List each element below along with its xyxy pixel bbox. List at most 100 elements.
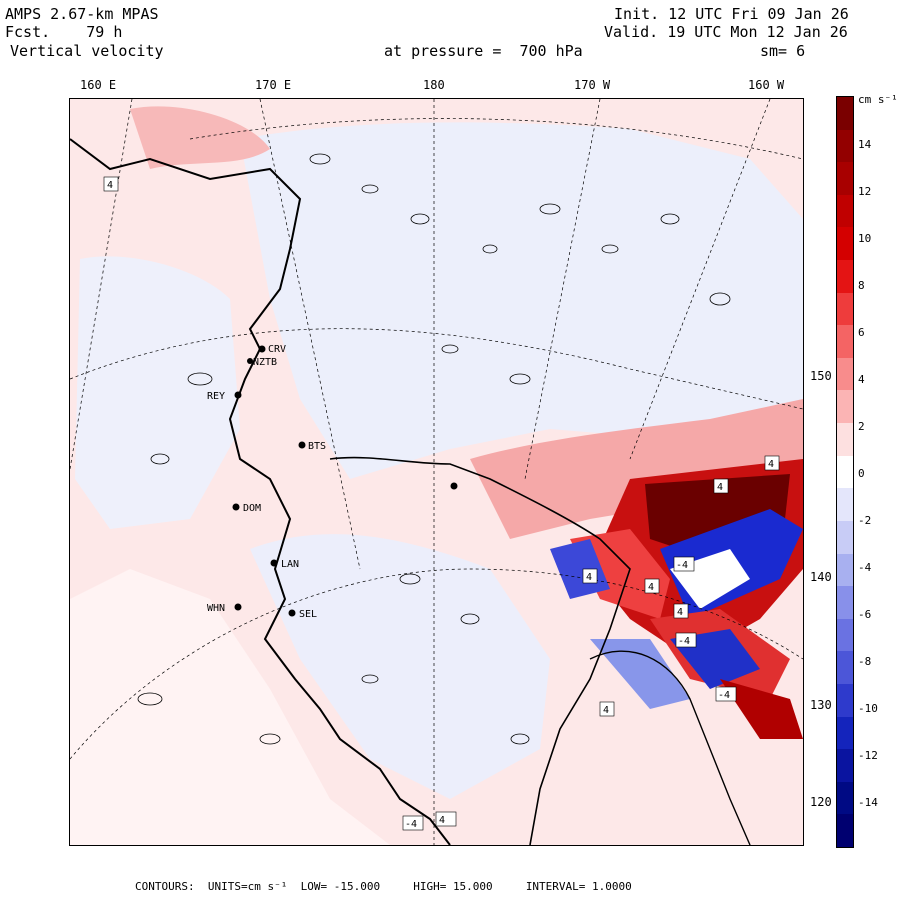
station-dot-nztb — [247, 358, 253, 364]
colorbar-tick-label: -4 — [858, 561, 872, 574]
colorbar-tick-label: 10 — [858, 232, 872, 245]
field-blue-zone-3 — [250, 534, 550, 799]
colorbar-tick-label: -2 — [858, 514, 872, 527]
station-label-bts: BTS — [308, 441, 326, 452]
map-label-12: 4 — [439, 815, 445, 826]
map-label-11: -4 — [405, 819, 417, 830]
station-dot-ross — [450, 482, 458, 490]
lon-label-180: 180 — [423, 78, 445, 92]
coastline-east — [589, 650, 751, 845]
colorbar-segment — [837, 260, 853, 293]
map-label-9: -4 — [718, 690, 730, 701]
station-dot-whn — [234, 603, 242, 611]
colorbar-segment — [837, 618, 853, 652]
colorbar-segment — [837, 194, 853, 228]
colorbar-tick-label: 2 — [858, 420, 865, 433]
field-blue-zone-1 — [240, 122, 803, 479]
contour-blobs — [137, 153, 731, 745]
colorbar-segment — [837, 162, 853, 195]
colorbar-segment — [837, 325, 853, 358]
colorbar-segment — [837, 129, 853, 163]
colorbar-tick-label: -8 — [858, 655, 872, 668]
footer: CONTOURS: UNITS=cm s⁻¹ LOW= -15.000 HIGH… — [135, 880, 632, 893]
colorbar-tick-label: 8 — [858, 279, 865, 292]
station-dot-rey — [234, 391, 242, 399]
colorbar-segment — [837, 683, 853, 717]
map-svg: CRV NZTB REY BTS DOM LAN WHN SEL 4 4 4 4… — [70, 99, 803, 845]
colorbar-tick-label: 4 — [858, 373, 865, 386]
colorbar-tick-label: 6 — [858, 326, 865, 339]
lon-label-160w: 160 W — [748, 78, 785, 92]
field-name: Vertical velocity — [10, 42, 164, 60]
map-label-5: 4 — [648, 582, 654, 593]
colorbar-tick-label: 14 — [858, 138, 872, 151]
colorbar-tick-label: 0 — [858, 467, 865, 480]
colorbar-tick-label: -12 — [858, 749, 878, 762]
station-dot-crv — [258, 345, 266, 353]
model-title: AMPS 2.67-km MPAS — [5, 5, 159, 23]
station-label-nztb: NZTB — [253, 357, 277, 368]
forecast-hours: 79 h — [86, 23, 123, 41]
colorbar-tick-label: -10 — [858, 702, 878, 715]
colorbar-tick-label: -14 — [858, 796, 878, 809]
lon-label-170w: 170 W — [574, 78, 611, 92]
stations: CRV NZTB REY BTS DOM LAN WHN SEL — [207, 344, 458, 620]
colorbar-segment — [837, 716, 853, 750]
lon-label-160e: 160 E — [80, 78, 117, 92]
colorbar-segment — [837, 455, 853, 489]
extremum-labels: 4 4 4 4 4 -4 -4 4 -4 4 -4 4 — [103, 176, 780, 831]
forecast-label-text: Fcst. — [5, 23, 51, 41]
map-label-10: 4 — [603, 705, 609, 716]
colorbar-segment — [837, 423, 853, 456]
forecast-label: Fcst. 79 h — [5, 23, 122, 41]
field-white-zone — [70, 569, 390, 845]
colorbar-segment — [837, 553, 853, 587]
field-blue-zone-2 — [75, 256, 240, 529]
colorbar-segment — [837, 749, 853, 782]
footer-units: UNITS=cm s⁻¹ — [207, 880, 288, 893]
map-label-6: -4 — [676, 560, 688, 571]
colorbar-units: cm s⁻¹ — [858, 93, 898, 106]
coastline-west — [70, 138, 451, 845]
colorbar-segment — [837, 292, 853, 326]
colorbar-segment — [837, 390, 853, 424]
station-label-whn: WHN — [207, 603, 225, 614]
station-label-rey: REY — [207, 391, 225, 402]
colorbar-segment — [837, 520, 853, 554]
station-label-dom: DOM — [243, 503, 261, 514]
init-time: Init. 12 UTC Fri 09 Jan 26 — [614, 5, 849, 23]
coastline-ross — [329, 456, 631, 845]
station-label-sel: SEL — [299, 609, 317, 620]
map-label-4: 4 — [586, 572, 592, 583]
pink-patch-2 — [470, 399, 803, 539]
colorbar-segment — [837, 357, 853, 391]
colorbar-segment — [837, 227, 853, 261]
strong-band — [550, 459, 803, 739]
footer-contours: CONTOURS: — [135, 880, 195, 893]
footer-interval: INTERVAL= 1.0000 — [525, 880, 632, 893]
station-dot-lan — [270, 559, 278, 567]
footer-high: HIGH= 15.000 — [413, 880, 493, 893]
map-label-3: 4 — [717, 482, 723, 493]
station-dot-sel — [288, 609, 296, 617]
colorbar-segment — [837, 97, 853, 130]
map-panel: CRV NZTB REY BTS DOM LAN WHN SEL 4 4 4 4… — [69, 98, 804, 846]
station-label-lan: LAN — [281, 559, 299, 570]
station-label-crv: CRV — [268, 344, 286, 355]
colorbar — [836, 96, 854, 848]
station-dot-bts — [298, 441, 306, 449]
map-label-8: 4 — [677, 607, 683, 618]
map-label-1: 4 — [107, 180, 113, 191]
station-dot-dom — [232, 503, 240, 511]
footer-low: LOW= -15.000 — [300, 880, 381, 893]
colorbar-tick-label: -6 — [858, 608, 872, 621]
map-label-2: 4 — [768, 459, 774, 470]
map-label-7: -4 — [678, 636, 690, 647]
colorbar-segment — [837, 814, 853, 848]
valid-time: Valid. 19 UTC Mon 12 Jan 26 — [604, 23, 848, 41]
lon-label-170e: 170 E — [255, 78, 292, 92]
colorbar-segment — [837, 488, 853, 521]
colorbar-segment — [837, 781, 853, 815]
colorbar-segment — [837, 586, 853, 619]
colorbar-segment — [837, 651, 853, 684]
